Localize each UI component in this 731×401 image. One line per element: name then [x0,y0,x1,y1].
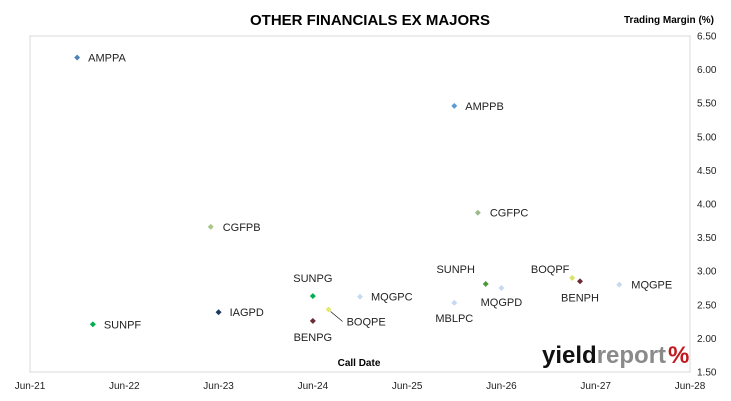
y-tick-label: 3.00 [697,267,717,278]
data-point-mqgpc [356,292,364,301]
x-tick-label: Jun-28 [675,381,706,392]
brand-logo-part-1: yield [542,342,597,369]
data-label-cgfpc: CGFPC [490,208,529,220]
y-tick-label: 4.00 [697,200,717,211]
data-point-mblpc [450,298,459,307]
svg-text:yieldreport%: yieldreport% [542,342,689,369]
x-tick-label: Jun-27 [580,381,611,392]
data-label-mqgpd: MQGPD [481,297,523,309]
chart-title: OTHER FINANCIALS EX MAJORS [250,12,490,29]
data-point-sunph [481,280,490,288]
y-tick-label: 2.50 [697,300,717,311]
y-tick-label: 2.00 [697,334,717,345]
x-tick-label: Jun-24 [298,381,329,392]
data-label-amppa: AMPPA [88,53,126,65]
data-point-boqpf [568,274,576,282]
x-axis-title: Call Date [338,358,381,369]
brand-logo-part-3: % [668,342,689,369]
data-points [73,53,624,329]
data-label-mblpc: MBLPC [435,313,473,325]
leader-line-boqpe [330,311,343,322]
data-label-boqpe: BOQPE [347,317,386,329]
data-point-iagpd [214,308,223,317]
x-tick-label: Jun-22 [109,381,140,392]
data-label-mqgpe: MQGPE [631,280,672,292]
y-tick-label: 5.00 [697,132,717,143]
plot-area-frame [29,35,691,373]
brand-logo-part-2: report [597,342,666,369]
y-axis-ticks: 1.50 2.00 2.50 3.00 3.50 4.00 4.50 5.00 5.50 6.00… [697,32,717,379]
data-label-benph: BENPH [561,292,599,304]
x-axis-ticks: Jun-21 Jun-22 Jun-23 Jun-24 Jun-25 Jun-26 Jun-… [15,381,706,392]
data-point-benpg [309,317,317,325]
y-tick-label: 1.50 [697,368,717,379]
data-label-sunpg: SUNPG [293,273,332,285]
data-label-iagpd: IAGPD [230,307,264,319]
data-label-boqpf: BOQPF [531,264,570,276]
brand-logo: yieldreport% [542,342,689,369]
y-tick-label: 4.50 [697,166,717,177]
data-point-amppb [450,102,459,110]
y-tick-label: 3.50 [697,233,717,244]
data-point-boqpe [324,305,333,314]
x-tick-label: Jun-21 [15,381,46,392]
y-tick-label: 6.00 [697,65,717,76]
data-point-cgfpb [206,223,215,231]
data-point-mqgpe [615,280,624,289]
data-label-benpg: BENPG [294,332,333,344]
x-tick-label: Jun-25 [392,381,423,392]
x-tick-label: Jun-23 [203,381,234,392]
y-tick-label: 6.50 [697,32,717,43]
data-point-sunpg [309,292,317,300]
data-point-cgfpc [474,208,482,217]
data-point-amppa [73,53,81,62]
data-label-sunpf: SUNPF [104,319,142,331]
data-label-cgfpb: CGFPB [223,222,261,234]
data-label-mqgpc: MQGPC [371,292,413,304]
data-label-amppb: AMPPB [465,101,504,113]
data-point-benph [576,277,584,286]
data-point-sunpf [89,320,97,329]
y-tick-label: 5.50 [697,99,717,110]
data-label-sunph: SUNPH [436,264,475,276]
x-tick-label: Jun-26 [486,381,517,392]
y-axis-title: Trading Margin (%) [624,15,714,26]
data-labels: AMPPA AMPPB CGFPC CGFPB SUNPG MQGPC SUNPH MQGPD… [88,53,672,344]
data-point-mqgpd [497,284,506,292]
